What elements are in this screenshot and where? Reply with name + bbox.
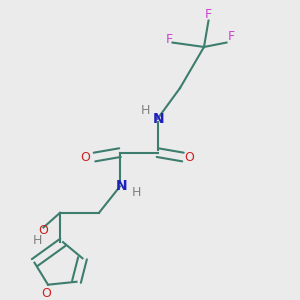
Text: F: F	[166, 33, 173, 46]
Text: F: F	[205, 8, 212, 21]
Text: H: H	[132, 186, 141, 199]
Text: N: N	[116, 179, 127, 194]
Text: N: N	[153, 112, 165, 126]
Text: O: O	[39, 224, 48, 237]
Text: O: O	[184, 151, 194, 164]
Text: H: H	[141, 103, 150, 117]
Text: O: O	[81, 151, 90, 164]
Text: F: F	[227, 30, 235, 43]
Text: O: O	[42, 287, 51, 300]
Text: H: H	[33, 234, 42, 247]
